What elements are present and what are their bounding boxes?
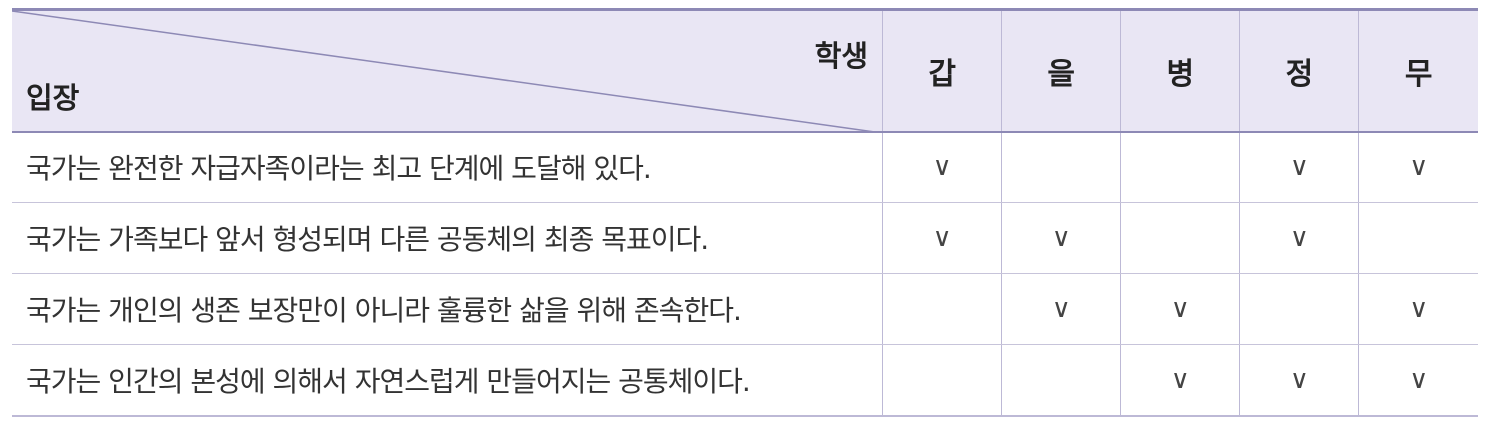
table-row: 국가는 인간의 본성에 의해서 자연스럽게 만들어지는 공통체이다. ∨ ∨ ∨	[12, 344, 1478, 417]
statement-cell: 국가는 가족보다 앞서 형성되며 다른 공동체의 최종 목표이다.	[12, 202, 883, 274]
check-cell: ∨	[1001, 273, 1121, 345]
statement-cell: 국가는 인간의 본성에 의해서 자연스럽게 만들어지는 공통체이다.	[12, 344, 883, 417]
check-cell	[1001, 131, 1121, 203]
statement-cell: 국가는 완전한 자급자족이라는 최고 단계에 도달해 있다.	[12, 131, 883, 203]
check-cell: ∨	[882, 202, 1002, 274]
check-cell	[1120, 131, 1240, 203]
comparison-table: 학생 입장 갑 을 병 정 무 국가는 완전한 자급자족이라는 최고 단계에 도…	[12, 8, 1478, 417]
check-cell: ∨	[1358, 273, 1478, 345]
check-cell	[1001, 344, 1121, 417]
diagonal-divider	[12, 11, 882, 133]
check-cell: ∨	[1358, 344, 1478, 417]
check-cell: ∨	[1239, 131, 1359, 203]
table-row: 국가는 개인의 생존 보장만이 아니라 훌륭한 삶을 위해 존속한다. ∨ ∨ …	[12, 273, 1478, 345]
table-row: 국가는 완전한 자급자족이라는 최고 단계에 도달해 있다. ∨ ∨ ∨	[12, 131, 1478, 203]
check-cell	[882, 273, 1002, 345]
check-cell: ∨	[1120, 273, 1240, 345]
check-cell	[1239, 273, 1359, 345]
check-cell	[882, 344, 1002, 417]
corner-header-cell: 학생 입장	[12, 8, 883, 133]
check-cell	[1358, 202, 1478, 274]
check-cell: ∨	[882, 131, 1002, 203]
check-cell: ∨	[1239, 344, 1359, 417]
check-cell: ∨	[1120, 344, 1240, 417]
header-student-eul: 을	[1001, 8, 1121, 133]
check-cell: ∨	[1239, 202, 1359, 274]
check-cell: ∨	[1001, 202, 1121, 274]
table-row: 국가는 가족보다 앞서 형성되며 다른 공동체의 최종 목표이다. ∨ ∨ ∨	[12, 202, 1478, 274]
header-student-mu: 무	[1358, 8, 1478, 133]
check-cell	[1120, 202, 1240, 274]
check-cell: ∨	[1358, 131, 1478, 203]
header-label-student: 학생	[814, 39, 869, 73]
header-student-byeong: 병	[1120, 8, 1240, 133]
header-row: 학생 입장 갑 을 병 정 무	[12, 8, 1478, 133]
header-student-gap: 갑	[882, 8, 1002, 133]
statement-cell: 국가는 개인의 생존 보장만이 아니라 훌륭한 삶을 위해 존속한다.	[12, 273, 883, 345]
comparison-table-container: 학생 입장 갑 을 병 정 무 국가는 완전한 자급자족이라는 최고 단계에 도…	[12, 8, 1478, 417]
header-student-jeong: 정	[1239, 8, 1359, 133]
header-label-position: 입장	[26, 80, 80, 115]
